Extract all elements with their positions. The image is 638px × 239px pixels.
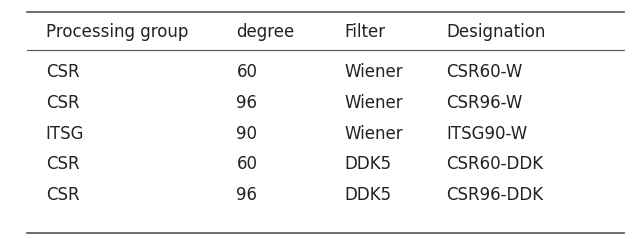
Text: 60: 60 bbox=[237, 155, 257, 173]
Text: Wiener: Wiener bbox=[345, 63, 403, 81]
Text: CSR: CSR bbox=[46, 63, 80, 81]
Text: 60: 60 bbox=[237, 63, 257, 81]
Text: 90: 90 bbox=[237, 125, 257, 143]
Text: Filter: Filter bbox=[345, 23, 385, 41]
Text: CSR96-W: CSR96-W bbox=[446, 94, 523, 112]
Text: DDK5: DDK5 bbox=[345, 155, 392, 173]
Text: CSR: CSR bbox=[46, 186, 80, 204]
Text: DDK5: DDK5 bbox=[345, 186, 392, 204]
Text: Wiener: Wiener bbox=[345, 94, 403, 112]
Text: Wiener: Wiener bbox=[345, 125, 403, 143]
Text: Designation: Designation bbox=[446, 23, 545, 41]
Text: Processing group: Processing group bbox=[46, 23, 188, 41]
Text: CSR96-DDK: CSR96-DDK bbox=[446, 186, 543, 204]
Text: degree: degree bbox=[237, 23, 295, 41]
Text: CSR: CSR bbox=[46, 155, 80, 173]
Text: 96: 96 bbox=[237, 94, 257, 112]
Text: CSR60-DDK: CSR60-DDK bbox=[446, 155, 543, 173]
Text: 96: 96 bbox=[237, 186, 257, 204]
Text: CSR: CSR bbox=[46, 94, 80, 112]
Text: ITSG90-W: ITSG90-W bbox=[446, 125, 527, 143]
Text: ITSG: ITSG bbox=[46, 125, 84, 143]
Text: CSR60-W: CSR60-W bbox=[446, 63, 523, 81]
